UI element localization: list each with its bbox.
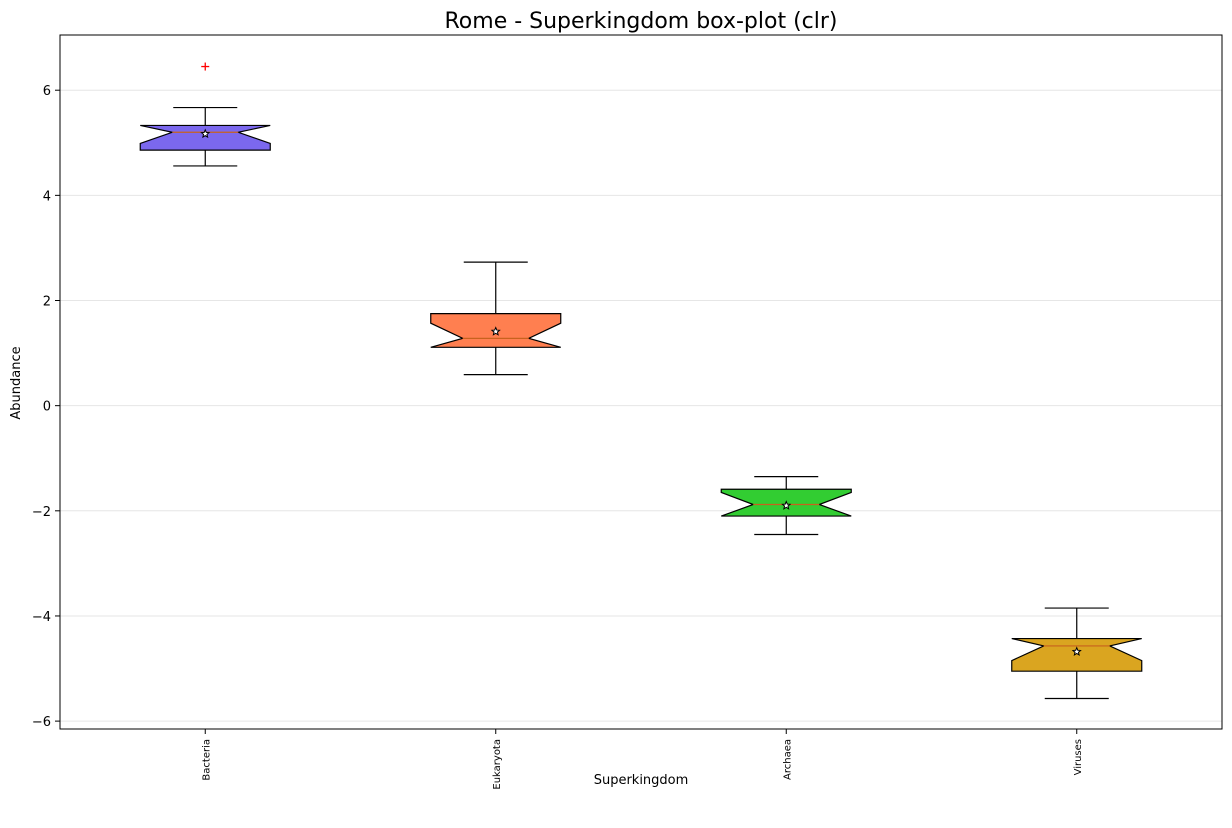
x-axis: Bacteria Eukaryota Archaea Viruses bbox=[201, 729, 1084, 790]
mean-marker bbox=[490, 326, 501, 336]
x-tick-label: Archaea bbox=[782, 739, 793, 780]
chart-title: Rome - Superkingdom box-plot (clr) bbox=[445, 9, 838, 34]
x-axis-label: Superkingdom bbox=[594, 773, 689, 788]
box-archaea bbox=[720, 476, 852, 536]
y-tick-label: −6 bbox=[32, 715, 51, 730]
y-tick-label: 2 bbox=[43, 295, 51, 310]
x-tick-label: Bacteria bbox=[201, 739, 212, 781]
box-bacteria bbox=[139, 62, 271, 167]
outlier-marker bbox=[201, 62, 210, 71]
y-tick-label: 4 bbox=[43, 189, 51, 204]
y-tick-label: −4 bbox=[32, 610, 51, 625]
y-tick-label: 0 bbox=[43, 400, 51, 415]
plot-frame bbox=[59, 34, 1223, 730]
boxes-layer bbox=[139, 62, 1143, 700]
box-body bbox=[1011, 637, 1143, 672]
mean-marker bbox=[781, 500, 792, 510]
mean-marker bbox=[1071, 646, 1082, 657]
box-eukaryota bbox=[430, 261, 562, 376]
grid-layer bbox=[60, 89, 1222, 722]
y-axis-label: Abundance bbox=[9, 346, 24, 419]
x-tick-label: Viruses bbox=[1073, 739, 1084, 775]
box-viruses bbox=[1011, 607, 1143, 700]
mean-marker bbox=[200, 128, 211, 139]
y-axis: −6 −4 −2 0 2 4 6 bbox=[32, 84, 60, 730]
y-tick-label: 6 bbox=[43, 84, 51, 99]
x-tick-label: Eukaryota bbox=[492, 739, 503, 790]
y-tick-label: −2 bbox=[32, 505, 51, 520]
box-body bbox=[139, 124, 271, 151]
